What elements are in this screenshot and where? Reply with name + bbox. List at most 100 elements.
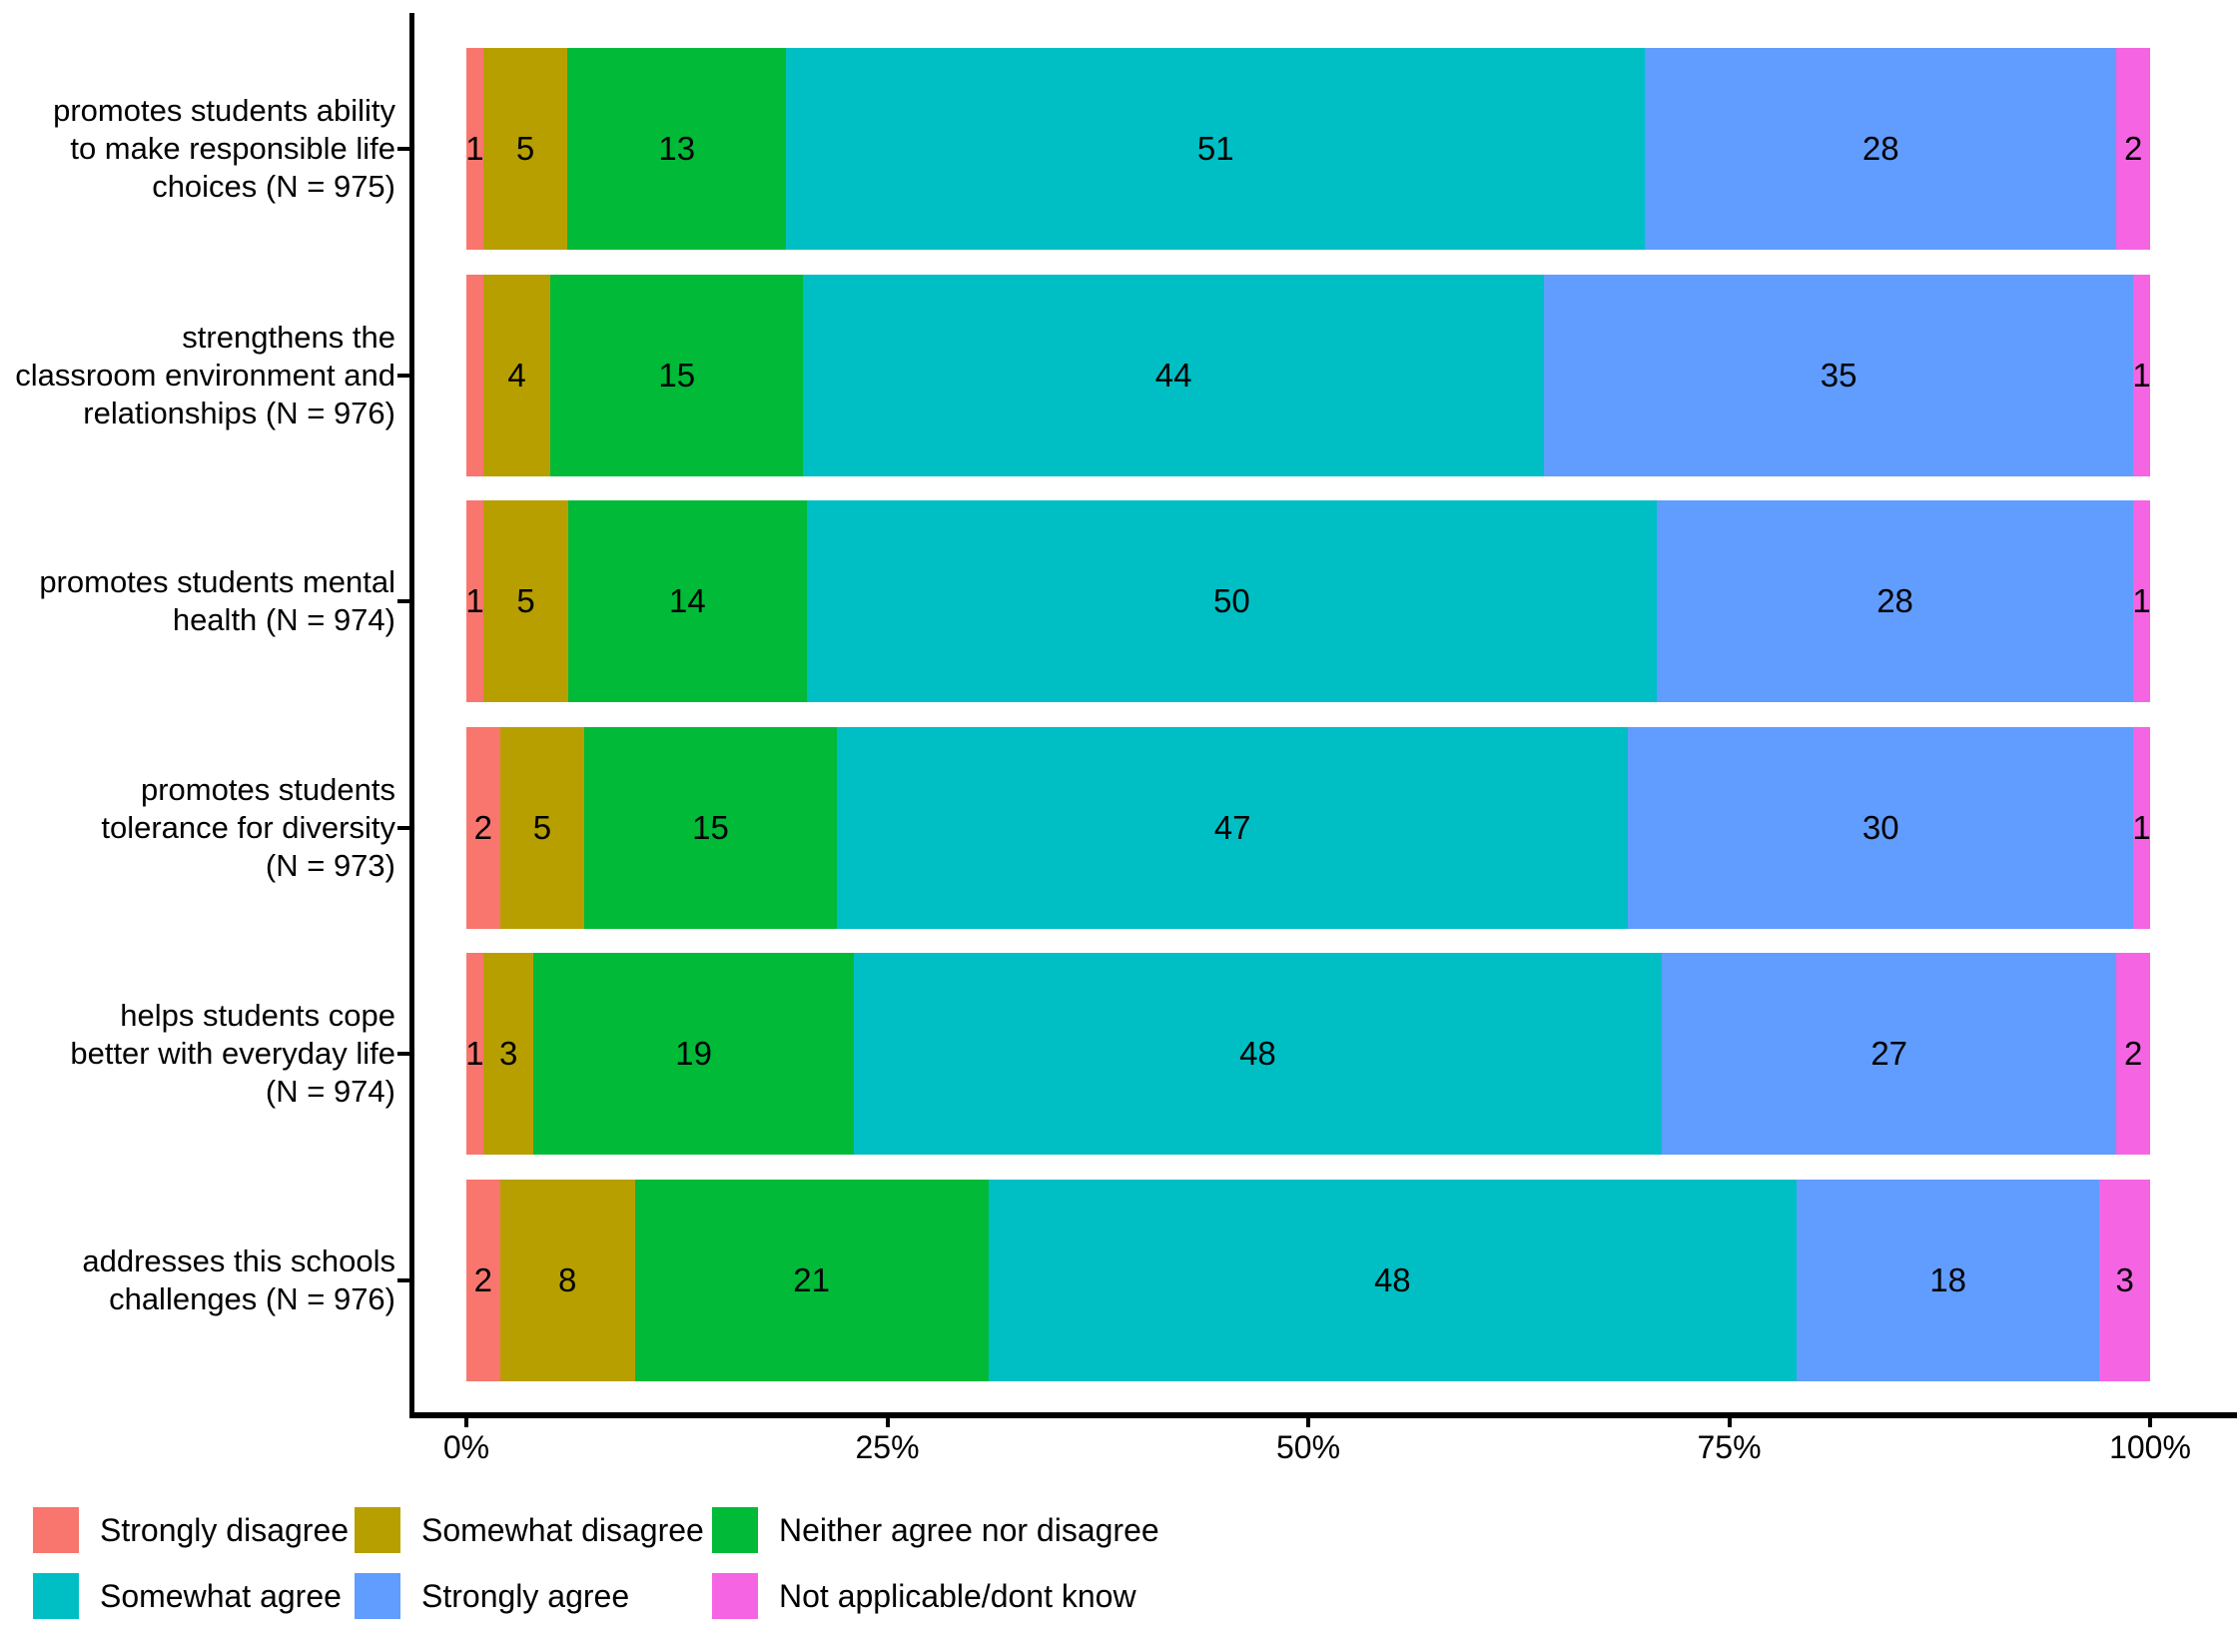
- row-label-line: promotes students mental: [39, 564, 395, 600]
- bar-segment-label: 19: [675, 1035, 712, 1073]
- row-label-line: helps students cope: [120, 998, 395, 1034]
- x-tick-label: 0%: [442, 1429, 490, 1465]
- bar-segment-label: 51: [1196, 130, 1234, 167]
- bar-segment: 15: [550, 274, 804, 476]
- row-label-line: strengthens the: [182, 319, 395, 355]
- row-label-line: health (N = 974): [172, 602, 395, 638]
- x-tick: [1306, 1418, 1310, 1427]
- bar-segment: 2: [2116, 48, 2150, 250]
- row-label-line: tolerance for diversity: [101, 809, 395, 845]
- bar-segment: 3: [2099, 1180, 2150, 1381]
- bar-segment-label: 2: [473, 808, 493, 846]
- row-label-line: promotes students ability: [53, 93, 395, 128]
- legend-label: Strongly agree: [421, 1578, 630, 1614]
- row-label-line: classroom environment and: [15, 357, 395, 393]
- x-tick: [885, 1418, 890, 1427]
- legend-label: Strongly disagree: [100, 1512, 350, 1548]
- bar-segment: 2: [2116, 953, 2150, 1156]
- bar-segment-label: 3: [2115, 1261, 2134, 1298]
- bar-segment: 50: [806, 500, 1658, 703]
- bar-segment-label: 21: [793, 1261, 830, 1298]
- bar-segment-label: 48: [1239, 1035, 1276, 1073]
- bar-segment: 5: [499, 726, 585, 929]
- bar-row: 1 3 19 48 27 2: [465, 953, 2150, 1156]
- bar-segment: 5: [482, 48, 568, 250]
- legend-swatch: [355, 1573, 400, 1619]
- legend-swatch: [712, 1573, 758, 1619]
- legend-item: Somewhat disagree: [355, 1507, 704, 1553]
- y-tick: [397, 1278, 410, 1282]
- bar-segment-label: 47: [1213, 808, 1251, 846]
- bar-segment: 48: [853, 953, 1663, 1156]
- row-label: strengthens the classroom environment and…: [0, 319, 395, 432]
- bar-segment-label: 28: [1862, 130, 1899, 167]
- bar-row: 1 5 14 50 28 1: [465, 500, 2151, 703]
- bar-segment: 1: [465, 953, 484, 1156]
- bar-segment: 2: [466, 726, 500, 929]
- y-tick: [397, 373, 410, 378]
- bar-segment: 3: [482, 953, 534, 1156]
- bar-segment-label: 15: [658, 356, 696, 394]
- bar-segment-label: 15: [692, 808, 729, 846]
- bar-segment: 44: [803, 274, 1545, 476]
- bar-segment-label: 13: [658, 130, 696, 167]
- bar-segment: 28: [1645, 48, 2117, 250]
- bar-segment: 2: [466, 1180, 500, 1381]
- bar-segment: 1: [2132, 726, 2151, 929]
- bar-segment: 51: [786, 48, 1646, 250]
- x-tick-label: 100%: [2109, 1429, 2191, 1465]
- bar-segment-label: 48: [1373, 1261, 1411, 1298]
- bar-segment-label: 50: [1213, 582, 1250, 620]
- bar-segment-label: 2: [2123, 130, 2143, 167]
- bar-row: 1 5 13 51 28 2: [465, 48, 2150, 250]
- legend-item: Somewhat agree: [33, 1573, 342, 1619]
- row-label-line: choices (N = 975): [152, 169, 395, 204]
- bar-segment: 27: [1662, 953, 2117, 1156]
- y-tick: [397, 825, 410, 830]
- bar-segment-label: 27: [1870, 1035, 1908, 1073]
- row-label-line: (N = 973): [265, 847, 395, 883]
- row-label-line: relationships (N = 976): [83, 395, 395, 430]
- legend-item: Not applicable/dont know: [712, 1573, 1136, 1619]
- y-tick: [397, 147, 410, 151]
- bar-segment-label: 1: [465, 582, 484, 620]
- bar-segment-label: 2: [2123, 1035, 2143, 1073]
- legend-swatch: [355, 1507, 400, 1553]
- bar-segment-label: 35: [1820, 356, 1858, 394]
- bar-segment-label: 14: [669, 582, 706, 620]
- row-label-line: promotes students: [140, 771, 395, 807]
- bar-segment: 18: [1796, 1180, 2100, 1381]
- bar-segment: 19: [533, 953, 854, 1156]
- bar-row: 2 5 15 47 30 1: [466, 726, 2151, 929]
- bar-segment-label: 1: [465, 1035, 484, 1073]
- row-label: promotes students ability to make respons…: [0, 92, 395, 206]
- bar-segment-label: 5: [515, 130, 535, 167]
- bar-segment-label: 5: [516, 582, 535, 620]
- y-tick: [397, 599, 410, 604]
- row-label-line: to make responsible life: [70, 131, 395, 166]
- bar-segment-label: 3: [498, 1035, 518, 1073]
- bar-segment-label: 4: [507, 356, 526, 394]
- row-label: helps students cope better with everyday …: [0, 997, 395, 1111]
- bar-segment-label: 5: [532, 808, 552, 846]
- bar-segment: 30: [1628, 726, 2134, 929]
- bar-segment-label: 30: [1862, 808, 1899, 846]
- x-tick: [2148, 1418, 2152, 1427]
- row-label-line: challenges (N = 976): [109, 1281, 395, 1316]
- bar-segment: 47: [836, 726, 1629, 929]
- bar-segment: 5: [483, 500, 569, 703]
- x-tick-label: 75%: [1697, 1429, 1762, 1465]
- bar-segment-label: 28: [1876, 582, 1913, 620]
- row-label: addresses this schools challenges (N = 97…: [0, 1242, 395, 1318]
- bar-segment: 21: [634, 1180, 989, 1381]
- bar-segment: 8: [499, 1180, 635, 1381]
- legend-item: Strongly disagree: [33, 1507, 349, 1553]
- row-label: promotes students mental health (N = 974): [0, 563, 395, 639]
- bar-segment: 35: [1544, 274, 2134, 476]
- legend-label: Neither agree nor disagree: [779, 1512, 1159, 1548]
- bar-segment: 1: [465, 48, 484, 250]
- x-tick: [464, 1418, 468, 1427]
- legend-swatch: [33, 1507, 79, 1553]
- bar-segment: 1: [465, 500, 484, 703]
- row-label: promotes students tolerance for diversity…: [0, 771, 395, 885]
